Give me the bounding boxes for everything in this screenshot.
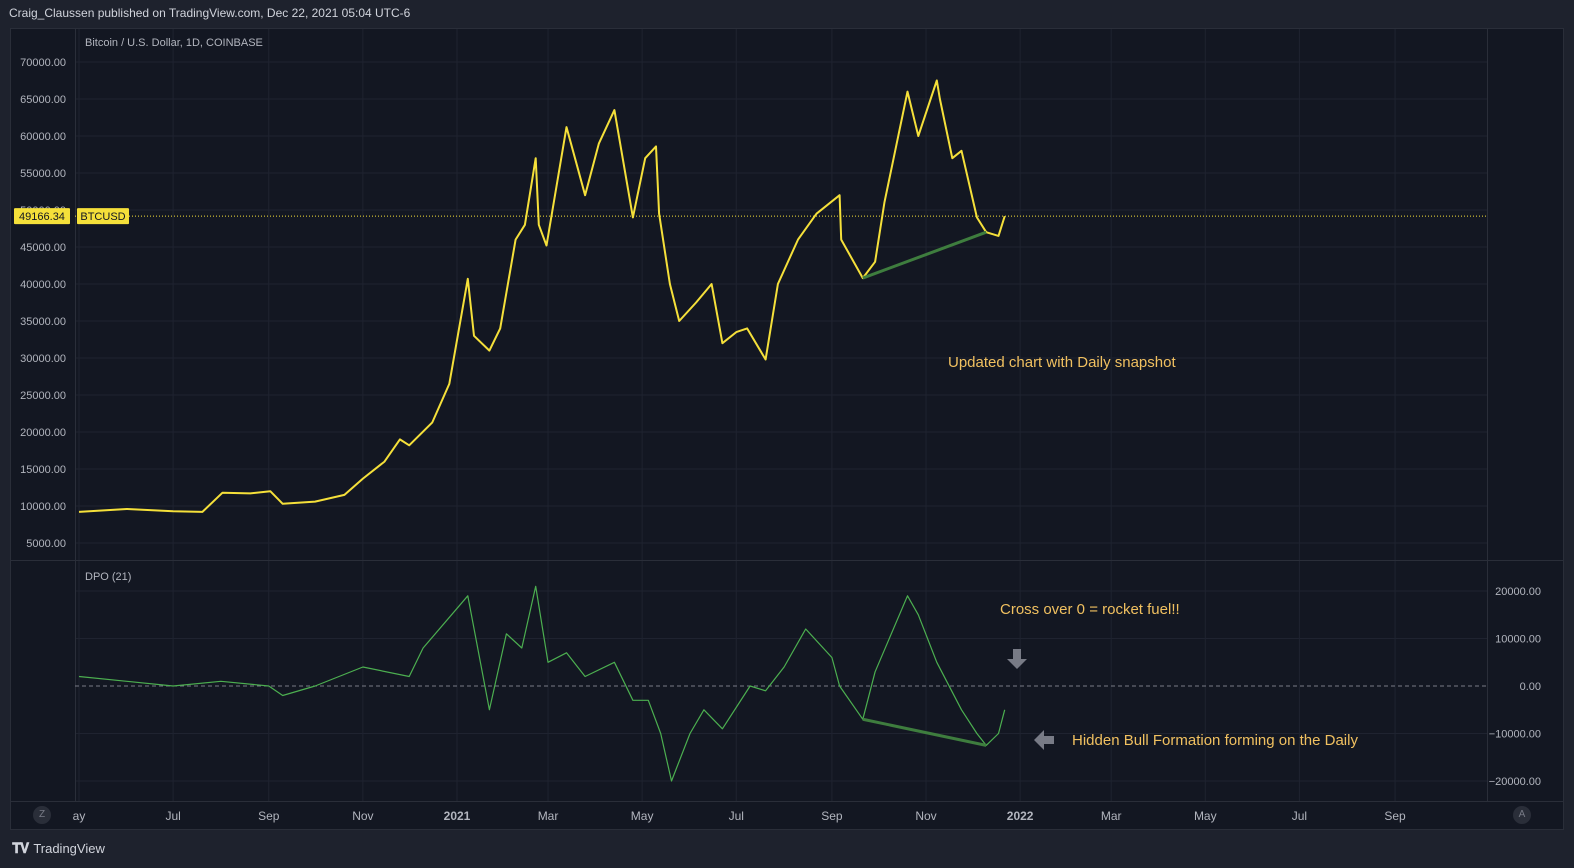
price-tick-label: 30000.00: [20, 353, 66, 365]
time-tick-label: Jul: [1292, 809, 1307, 823]
btcusd-price-line: [78, 79, 1006, 513]
price-tick-label: 20000.00: [20, 427, 66, 439]
last-price-label: 49166.34 BTCUSD: [14, 208, 129, 225]
time-axis: ay Jul Sep Nov 2021 Mar May Jul Sep Nov 2022 Mar May…: [73, 809, 1406, 823]
arrow-down-icon[interactable]: [1007, 649, 1027, 669]
dpo-annotation-crossover[interactable]: Cross over 0 = rocket fuel!!: [1000, 601, 1180, 618]
time-tick-label: 2022: [1007, 809, 1034, 823]
price-tick-label: 35000.00: [20, 316, 66, 328]
auto-scale-right-button[interactable]: A: [1513, 806, 1531, 824]
chart-svg[interactable]: 70000.0065000.0060000.0055000.0050000.00…: [11, 29, 1563, 829]
symbol-label: BTCUSD: [80, 211, 125, 223]
dpo-trendline: [862, 717, 987, 747]
price-tick-label: 40000.00: [20, 279, 66, 291]
price-tick-label: 65000.00: [20, 94, 66, 106]
dpo-chart-title: DPO (21): [85, 571, 131, 583]
price-tick-label: 15000.00: [20, 464, 66, 476]
price-pane: 70000.0065000.0060000.0055000.0050000.00…: [20, 57, 1487, 550]
time-tick-label: ay: [73, 809, 86, 823]
time-tick-label: Jul: [729, 809, 744, 823]
time-tick-label: May: [631, 809, 654, 823]
time-tick-label: Nov: [915, 809, 936, 823]
price-chart-title: Bitcoin / U.S. Dollar, 1D, COINBASE: [85, 37, 263, 49]
footer-bar: 𝐓𝐕 TradingView: [0, 832, 1574, 868]
time-tick-label: Mar: [538, 809, 559, 823]
time-tick-label: Sep: [821, 809, 843, 823]
dpo-tick-label: 20000.00: [1495, 586, 1541, 598]
dpo-tick-label: 0.00: [1520, 681, 1541, 693]
price-tick-label: 10000.00: [20, 501, 66, 513]
auto-scale-left-button[interactable]: Z: [33, 806, 51, 824]
dpo-tick-label: −20000.00: [1489, 776, 1541, 788]
price-tick-label: 25000.00: [20, 390, 66, 402]
dpo-annotation-hidden-bull[interactable]: Hidden Bull Formation forming on the Dai…: [1072, 732, 1358, 749]
last-price-value: 49166.34: [19, 211, 65, 223]
time-tick-label: 2021: [444, 809, 471, 823]
time-tick-label: Nov: [352, 809, 373, 823]
dpo-tick-label: −10000.00: [1489, 729, 1541, 741]
time-tick-label: Mar: [1101, 809, 1122, 823]
price-tick-label: 55000.00: [20, 168, 66, 180]
time-tick-label: Jul: [165, 809, 180, 823]
arrow-left-icon[interactable]: [1034, 730, 1054, 750]
time-tick-label: Sep: [258, 809, 280, 823]
price-tick-label: 5000.00: [26, 538, 66, 550]
tradingview-brand: TradingView: [33, 841, 105, 856]
price-trendline: [862, 230, 987, 280]
dpo-tick-label: 10000.00: [1495, 634, 1541, 646]
dpo-line: [78, 585, 1006, 782]
dpo-pane: 20000.00 10000.00 0.00 −10000.00 −20000.00: [75, 585, 1541, 788]
grid-lines: [75, 29, 1487, 801]
time-tick-label: Sep: [1384, 809, 1406, 823]
chart-frame: 70000.0065000.0060000.0055000.0050000.00…: [10, 28, 1564, 830]
price-tick-label: 60000.00: [20, 131, 66, 143]
price-annotation[interactable]: Updated chart with Daily snapshot: [948, 354, 1176, 371]
time-tick-label: May: [1194, 809, 1217, 823]
price-tick-label: 45000.00: [20, 242, 66, 254]
tradingview-logo[interactable]: 𝐓𝐕 TradingView: [12, 840, 105, 857]
publish-header: Craig_Claussen published on TradingView.…: [0, 0, 1574, 27]
price-tick-label: 70000.00: [20, 57, 66, 69]
tradingview-logo-icon: 𝐓𝐕: [12, 840, 29, 856]
